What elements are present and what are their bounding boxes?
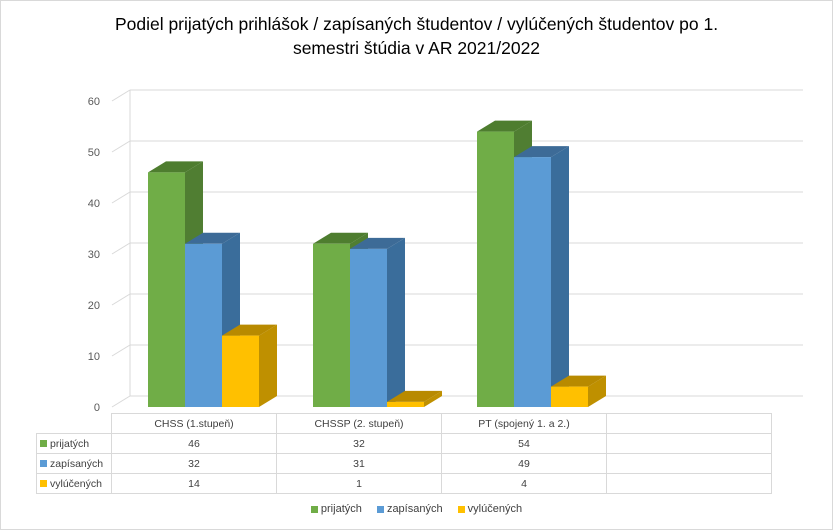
row-header-label: vylúčených [50,477,102,490]
bar-top [350,237,405,249]
bar-top [514,146,569,158]
y-tick-label: 40 [88,198,100,210]
gridline-side [111,395,131,408]
data-cell: 32 [276,433,442,454]
bar [551,386,588,407]
bar-top [387,390,442,402]
data-table-empty-cell [606,413,772,434]
bar-side [424,390,442,407]
bar-top [148,161,203,173]
bar-top [185,232,240,244]
legend-key-vylucenych [40,480,47,488]
data-table: CHSS (1.stupeň) CHSSP (2. stupeň) PT (sp… [36,413,772,494]
legend-key-zapisanych [40,460,47,468]
data-table-header-row: CHSS (1.stupeň) CHSSP (2. stupeň) PT (sp… [36,413,772,434]
data-table-corner [36,413,112,434]
data-cell: 32 [111,453,277,474]
bar-top [222,324,277,336]
data-table-row-prijatych: prijatých 46 32 54 [36,433,772,454]
chart-title-line-1: Podiel prijatých prihlášok / zapísaných … [114,14,719,34]
legend-label: zapísaných [386,503,443,515]
bar-side [259,324,277,407]
data-table-empty-cell [606,453,772,474]
chart-title: Podiel prijatých prihlášok / zapísaných … [0,12,833,60]
row-header: zapísaných [36,453,112,474]
bar [387,401,424,407]
bar-side [588,375,606,407]
y-tick-label: 50 [88,147,100,159]
gridline-side [111,89,131,102]
data-cell: 1 [276,473,442,494]
bar [350,248,387,407]
y-tick-label: 30 [88,249,100,261]
y-tick-label: 10 [88,351,100,363]
data-table-empty-cell [606,433,772,454]
y-tick-label: 20 [88,300,100,312]
legend-label: vylúčených [467,503,523,515]
bar-top [551,375,606,387]
data-table-row-zapisanych: zapísaných 32 31 49 [36,453,772,474]
legend-item-prijatych: prijatých [310,503,362,515]
chart-legend: prijatých zapísaných vylúčených [0,503,833,515]
y-tick-label: 0 [94,402,100,414]
data-cell: 49 [441,453,607,474]
data-cell: 4 [441,473,607,494]
row-header-label: zapísaných [50,457,104,470]
row-header-label: prijatých [50,437,90,450]
data-cell: 54 [441,433,607,454]
legend-swatch [376,505,384,513]
legend-swatch [310,505,318,513]
bar [148,172,185,407]
data-cell: 46 [111,433,277,454]
gridline-side [111,242,131,255]
legend-label: prijatých [320,503,362,515]
category-label: CHSSP (2. stupeň) [276,413,442,434]
category-label: PT (spojený 1. a 2.) [441,413,607,434]
gridline-side [111,140,131,153]
bar-top [477,120,532,132]
data-cell: 31 [276,453,442,474]
legend-item-vylucenych: vylúčených [457,503,523,515]
legend-key-prijatych [40,440,47,448]
bar [185,243,222,407]
gridline-side [111,293,131,306]
row-header: prijatých [36,433,112,454]
bar [222,335,259,407]
chart-title-line-2: semestri štúdia v AR 2021/2022 [292,38,541,58]
bar-side [551,146,569,407]
bar-top [313,232,368,244]
data-table-row-vylucenych: vylúčených 14 1 4 [36,473,772,494]
row-header: vylúčených [36,473,112,494]
category-label: CHSS (1.stupeň) [111,413,277,434]
bar [313,243,350,407]
bar-side [387,237,405,407]
bar [514,157,551,407]
data-table-empty-cell [606,473,772,494]
legend-item-zapisanych: zapísaných [376,503,443,515]
y-tick-label: 60 [88,96,100,108]
data-cell: 14 [111,473,277,494]
gridline-side [111,344,131,357]
bar [477,131,514,407]
legend-swatch [457,505,465,513]
gridline-side [111,191,131,204]
